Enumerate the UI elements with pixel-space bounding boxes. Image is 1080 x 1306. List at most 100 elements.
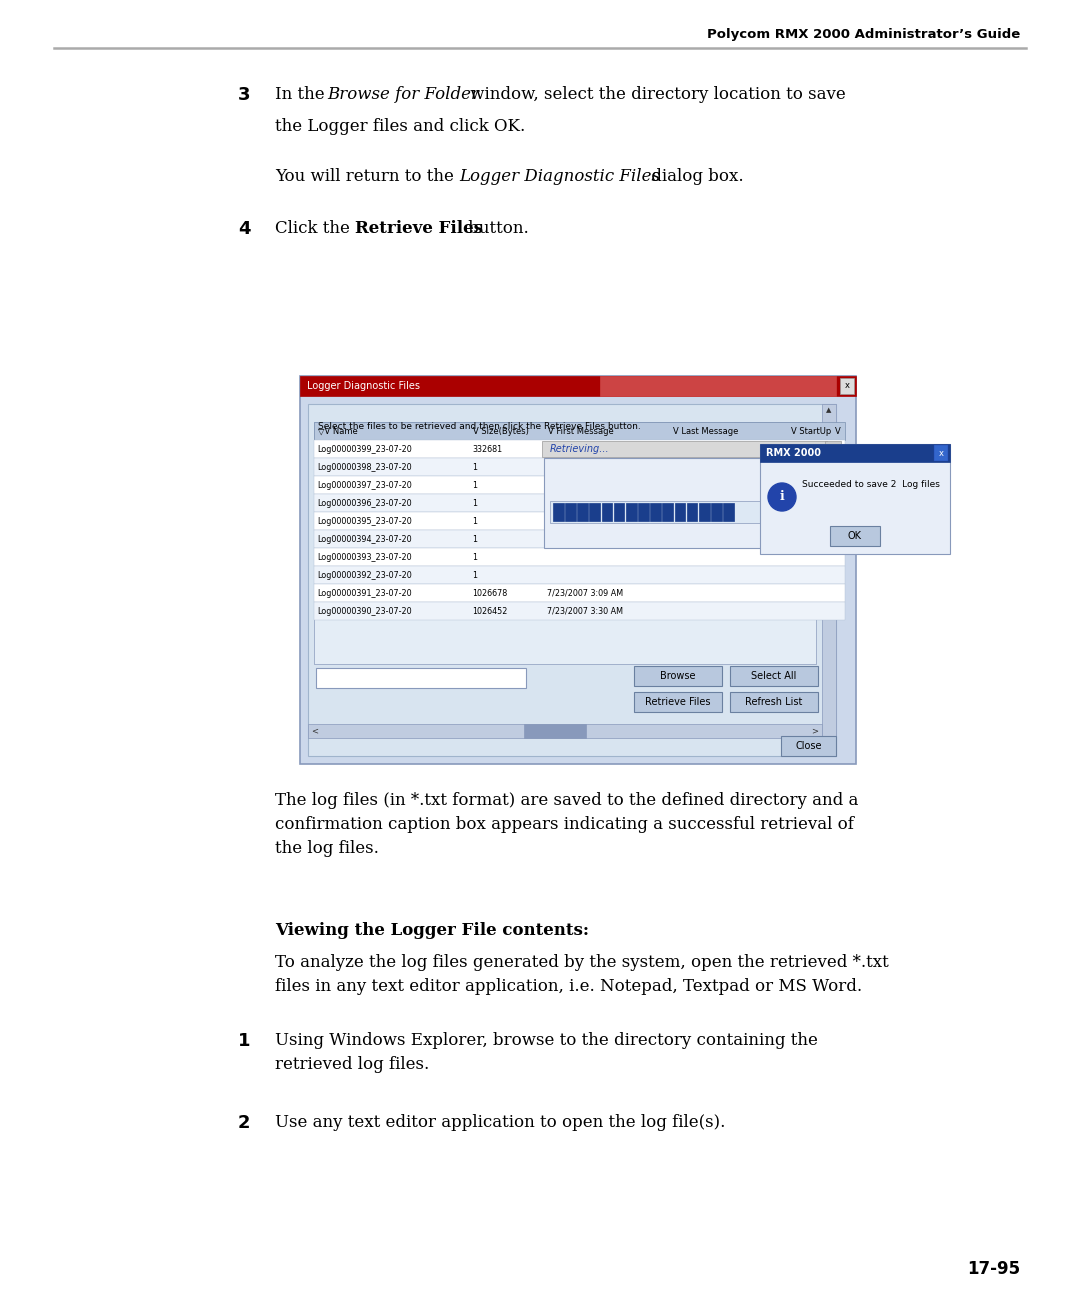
Text: To analyze the log files generated by the system, open the retrieved *.txt
files: To analyze the log files generated by th…	[275, 953, 889, 995]
Text: 1: 1	[472, 571, 477, 580]
Text: the Logger files and click OK.: the Logger files and click OK.	[275, 118, 525, 135]
Text: V First Message: V First Message	[548, 427, 613, 435]
Text: Polycom RMX 2000 Administrator’s Guide: Polycom RMX 2000 Administrator’s Guide	[706, 27, 1020, 40]
Text: 1026452: 1026452	[472, 606, 508, 615]
Text: 7/23/2007 3:30 AM: 7/23/2007 3:30 AM	[546, 606, 623, 615]
Text: Browse for Folder: Browse for Folder	[327, 86, 480, 103]
Bar	[760, 444, 950, 554]
Bar	[675, 503, 685, 521]
Text: 2: 2	[238, 1114, 251, 1132]
Text: Retrieve Files: Retrieve Files	[355, 219, 483, 236]
Bar	[781, 737, 836, 756]
Text: Viewing the Logger File contents:: Viewing the Logger File contents:	[275, 922, 589, 939]
Bar	[316, 667, 526, 688]
Text: V StartUp: V StartUp	[791, 427, 832, 435]
Text: 7/23/2007 1:04 PM: 7/23/2007 1:04 PM	[672, 444, 747, 453]
Bar	[699, 503, 710, 521]
Text: 4: 4	[238, 219, 251, 238]
Bar	[730, 666, 818, 686]
Text: ▼: ▼	[826, 747, 832, 754]
Circle shape	[768, 483, 796, 511]
Bar	[600, 376, 836, 396]
Text: The log files (in *.txt format) are saved to the defined directory and a
confirm: The log files (in *.txt format) are save…	[275, 791, 859, 857]
Bar	[724, 503, 733, 521]
Text: <: <	[311, 726, 319, 735]
Bar	[760, 444, 950, 462]
Bar	[687, 503, 698, 521]
Text: Succeeded to save 2  Log files: Succeeded to save 2 Log files	[802, 481, 940, 488]
Bar	[308, 404, 836, 756]
Text: 1: 1	[472, 499, 477, 508]
Bar	[314, 565, 845, 584]
Text: Log00000392_23-07-20: Log00000392_23-07-20	[318, 571, 411, 580]
Text: Log00000394_23-07-20: Log00000394_23-07-20	[318, 534, 411, 543]
Bar	[314, 422, 845, 440]
Bar	[314, 458, 845, 475]
Text: 1026678: 1026678	[472, 589, 508, 598]
Text: V Size(Bytes): V Size(Bytes)	[473, 427, 529, 435]
Bar	[634, 666, 723, 686]
Text: In the: In the	[275, 86, 329, 103]
Bar	[553, 503, 564, 521]
Text: >: >	[811, 726, 819, 735]
Text: Close: Close	[795, 741, 822, 751]
Text: 7/23/2007 12:53 PM: 7/23/2007 12:53 PM	[546, 444, 627, 453]
Bar	[613, 503, 624, 521]
Text: i: i	[780, 491, 784, 504]
Bar	[314, 530, 845, 549]
Text: 1: 1	[472, 462, 477, 471]
Text: False: False	[789, 444, 810, 453]
Bar	[711, 503, 721, 521]
Text: OK: OK	[848, 532, 862, 541]
Text: Retrieving...: Retrieving...	[550, 444, 609, 454]
Bar	[634, 692, 723, 712]
Text: Refresh List: Refresh List	[745, 697, 802, 707]
Bar	[650, 503, 661, 521]
Text: 3: 3	[238, 86, 251, 104]
Text: False: False	[789, 481, 810, 490]
Text: V: V	[835, 427, 840, 435]
Text: Log00000395_23-07-20: Log00000395_23-07-20	[318, 516, 411, 525]
Bar	[550, 500, 766, 522]
Text: Logger Diagnostic Files: Logger Diagnostic Files	[459, 168, 660, 185]
Bar	[524, 724, 585, 738]
Text: 1: 1	[472, 534, 477, 543]
Bar	[840, 377, 854, 394]
Text: False: False	[789, 499, 810, 508]
Bar	[314, 512, 845, 530]
Text: x: x	[831, 444, 836, 453]
Text: dialog box.: dialog box.	[646, 168, 744, 185]
Text: Select the files to be retrieved and then click the Retrieve Files button.: Select the files to be retrieved and the…	[318, 422, 640, 431]
Bar	[565, 503, 576, 521]
Text: x: x	[845, 381, 850, 390]
Bar	[542, 441, 827, 457]
Bar	[638, 503, 649, 521]
Bar	[662, 503, 673, 521]
Bar	[825, 441, 841, 457]
Text: Use any text editor application to open the log file(s).: Use any text editor application to open …	[275, 1114, 726, 1131]
Text: 332681: 332681	[472, 444, 502, 453]
Text: Using Windows Explorer, browse to the directory containing the
retrieved log fil: Using Windows Explorer, browse to the di…	[275, 1032, 818, 1074]
Text: 7/23/2007 3:09 AM: 7/23/2007 3:09 AM	[546, 589, 623, 598]
Bar	[602, 503, 612, 521]
Text: Log00000397_23-07-20: Log00000397_23-07-20	[318, 481, 411, 490]
Text: Logger Diagnostic Files: Logger Diagnostic Files	[307, 381, 420, 390]
Text: Log00000390_23-07-20: Log00000390_23-07-20	[318, 606, 411, 615]
Bar	[626, 503, 636, 521]
Text: False: False	[789, 534, 810, 543]
Bar	[300, 376, 856, 764]
Bar	[314, 549, 845, 565]
Text: 17-95: 17-95	[967, 1260, 1020, 1279]
Text: Click the: Click the	[275, 219, 355, 236]
Text: x: x	[939, 448, 944, 457]
Text: window, select the directory location to save: window, select the directory location to…	[465, 86, 846, 103]
Text: Browse: Browse	[660, 671, 696, 680]
Bar	[544, 458, 772, 549]
Text: Select All: Select All	[752, 671, 797, 680]
Bar	[730, 692, 818, 712]
Text: Log00000391_23-07-20: Log00000391_23-07-20	[318, 589, 411, 598]
Text: 1: 1	[472, 516, 477, 525]
Bar	[314, 584, 845, 602]
Bar	[590, 503, 600, 521]
Text: ▲: ▲	[826, 407, 832, 413]
